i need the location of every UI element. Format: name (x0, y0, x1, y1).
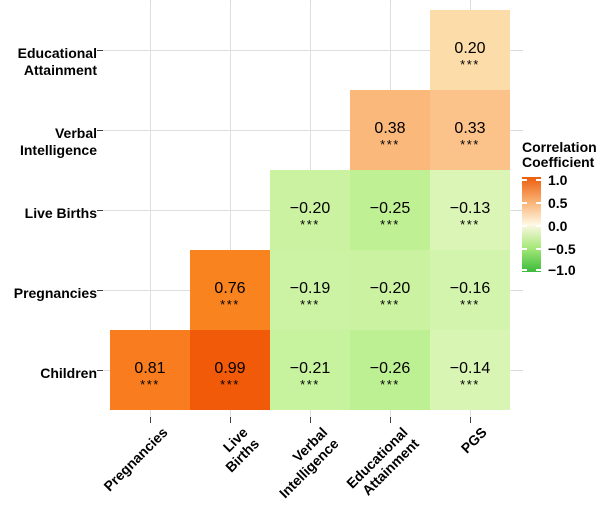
axis-tick-top (230, 0, 231, 3)
axis-tick-top (150, 0, 151, 3)
cell-value: −0.25 (369, 199, 411, 217)
legend-tick-mark (536, 248, 541, 250)
cell-significance-stars: *** (380, 296, 400, 312)
axis-tick-top (470, 0, 471, 3)
cell-significance-stars: *** (300, 296, 320, 312)
heatmap-cell: −0.14 *** (430, 330, 510, 410)
legend-tick-mark (522, 202, 527, 204)
axis-tick-right (517, 370, 523, 371)
heatmap-cell: −0.26 *** (350, 330, 430, 410)
colorbar-legend: Correlation Coefficient 1.0 0.5 0.0 −0.5 −1.… (522, 139, 616, 277)
axis-tick-left (97, 370, 103, 371)
legend-tick-label: −0.5 (548, 241, 576, 257)
axis-tick-left (97, 50, 103, 51)
cell-value: 0.81 (134, 359, 166, 377)
cell-value: −0.26 (369, 359, 411, 377)
y-axis-label: Educational Attainment (17, 45, 97, 78)
cell-value: −0.14 (449, 359, 491, 377)
axis-tick-left (97, 290, 103, 291)
cell-significance-stars: *** (460, 216, 480, 232)
axis-tick-right (517, 50, 523, 51)
heatmap-cell: −0.19 *** (270, 250, 350, 330)
axis-tick-left (97, 130, 103, 131)
legend-tick-mark (522, 225, 527, 227)
cell-value: 0.33 (454, 119, 486, 137)
legend-tick-mark (536, 202, 541, 204)
heatmap-cell: 0.81 *** (110, 330, 190, 410)
cell-value: −0.20 (289, 199, 331, 217)
cell-significance-stars: *** (220, 296, 240, 312)
heatmap-cell: −0.20 *** (270, 170, 350, 250)
cell-significance-stars: *** (140, 376, 160, 392)
heatmap-cell: 0.38 *** (350, 90, 430, 170)
axis-tick-bottom (230, 417, 231, 423)
cell-significance-stars: *** (380, 136, 400, 152)
legend-tick-mark (522, 179, 527, 181)
legend-title: Correlation Coefficient (522, 139, 597, 170)
heatmap-cell: 0.99 *** (190, 330, 270, 410)
axis-tick-bottom (310, 417, 311, 423)
cell-significance-stars: *** (460, 136, 480, 152)
cell-significance-stars: *** (460, 376, 480, 392)
cell-significance-stars: *** (380, 376, 400, 392)
cell-significance-stars: *** (300, 216, 320, 232)
legend-tick-label: 0.0 (548, 218, 568, 234)
cell-significance-stars: *** (220, 376, 240, 392)
axis-tick-bottom (470, 417, 471, 423)
cell-significance-stars: *** (460, 296, 480, 312)
x-axis-label: Educational Attainment (342, 424, 422, 499)
axis-tick-right (517, 130, 523, 131)
cell-value: −0.19 (289, 279, 331, 297)
axis-tick-bottom (390, 417, 391, 423)
legend-tick-mark (536, 269, 541, 271)
heatmap-cell: 0.33 *** (430, 90, 510, 170)
y-axis-label: Pregnancies (13, 285, 97, 301)
axis-tick-right (517, 290, 523, 291)
cell-value: −0.20 (369, 279, 411, 297)
x-axis-label: Pregnancies (100, 424, 171, 495)
legend-tick-mark (522, 248, 527, 250)
axis-tick-top (390, 0, 391, 3)
cell-value: 0.99 (214, 359, 246, 377)
legend-tick-mark (536, 179, 541, 181)
cell-significance-stars: *** (460, 56, 480, 72)
legend-tick-label: 0.5 (548, 195, 568, 211)
axis-tick-left (97, 210, 103, 211)
cell-significance-stars: *** (380, 216, 400, 232)
axis-tick-bottom (150, 417, 151, 423)
heatmap-cell: −0.13 *** (430, 170, 510, 250)
cell-value: −0.13 (449, 199, 491, 217)
y-axis-label: Children (40, 365, 97, 381)
heatmap-cell: −0.25 *** (350, 170, 430, 250)
cell-value: 0.20 (454, 39, 486, 57)
cell-significance-stars: *** (300, 376, 320, 392)
y-axis-label: Verbal Intelligence (19, 125, 97, 158)
heatmap-cell: −0.20 *** (350, 250, 430, 330)
cell-value: 0.76 (214, 279, 246, 297)
cell-value: 0.38 (374, 119, 406, 137)
legend-tick-mark (536, 225, 541, 227)
x-axis-label: Verbal Intelligence (275, 424, 342, 502)
heatmap-cell: 0.76 *** (190, 250, 270, 330)
legend-tick-label: −1.0 (548, 262, 576, 278)
legend-tick-label: 1.0 (548, 172, 568, 188)
x-axis-label: PGS (458, 424, 491, 457)
heatmap-cell: −0.21 *** (270, 330, 350, 410)
legend-tick-mark (522, 269, 527, 271)
cell-value: −0.21 (289, 359, 331, 377)
y-axis-label: Live Births (24, 205, 97, 221)
heatmap-cell: 0.20 *** (430, 10, 510, 90)
axis-tick-top (310, 0, 311, 3)
axis-tick-right (517, 210, 523, 211)
x-axis-label: Live Births (219, 424, 262, 476)
cell-value: −0.16 (449, 279, 491, 297)
heatmap-cell: −0.16 *** (430, 250, 510, 330)
